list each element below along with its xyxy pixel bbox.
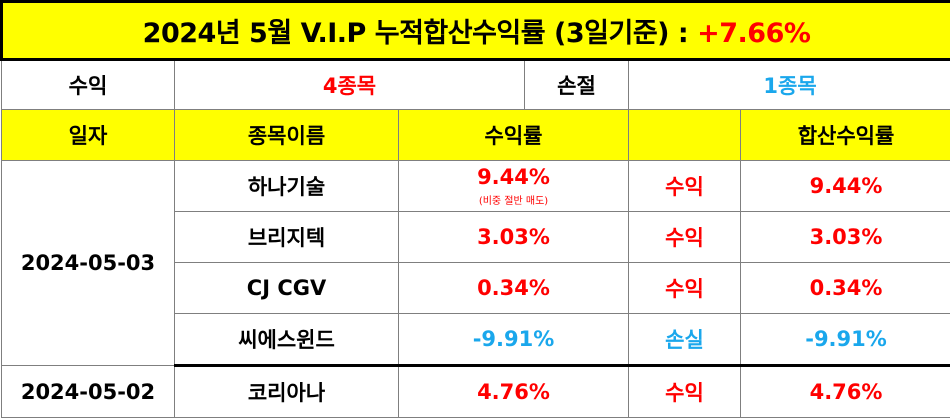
row-return: 3.03%	[399, 212, 629, 263]
row-stock-name: 하나기술	[175, 161, 399, 212]
title-colon: :	[669, 18, 697, 49]
row-return: 0.34%	[399, 263, 629, 314]
summary-loss-count: 1종목	[629, 60, 950, 110]
header-total-return: 합산수익률	[741, 110, 950, 161]
row-status: 수익	[629, 263, 741, 314]
row-return: -9.91%	[399, 314, 629, 366]
row-stock-name: 씨에스윈드	[175, 314, 399, 366]
row-total-return: -9.91%	[741, 314, 950, 366]
row-total-return: 9.44%	[741, 161, 950, 212]
row-total-return: 3.03%	[741, 212, 950, 263]
header-stock-name: 종목이름	[175, 110, 399, 161]
summary-profit-count: 4종목	[175, 60, 525, 110]
header-return: 수익률	[399, 110, 629, 161]
summary-loss-label: 손절	[525, 60, 629, 110]
table-title: 2024년 5월 V.I.P 누적합산수익률 (3일기준) : +7.66%	[2, 2, 950, 60]
row-return: 9.44% (비중 절반 매도)	[399, 161, 629, 212]
row-stock-name: 브리지텍	[175, 212, 399, 263]
row-status: 수익	[629, 161, 741, 212]
title-text: 2024년 5월 V.I.P 누적합산수익률 (3일기준)	[143, 18, 669, 49]
header-row: 일자 종목이름 수익률 합산수익률	[2, 110, 950, 161]
summary-row: 수익 4종목 손절 1종목	[2, 60, 950, 110]
row-return-value: 9.44%	[477, 165, 550, 189]
title-row: 2024년 5월 V.I.P 누적합산수익률 (3일기준) : +7.66%	[2, 2, 950, 60]
title-total-return: +7.66%	[697, 18, 810, 49]
row-date: 2024-05-03	[2, 161, 175, 366]
summary-profit-label: 수익	[2, 60, 175, 110]
row-status: 수익	[629, 212, 741, 263]
row-total-return: 0.34%	[741, 263, 950, 314]
row-return-note: (비중 절반 매도)	[399, 192, 628, 207]
row-status: 손실	[629, 314, 741, 366]
header-date: 일자	[2, 110, 175, 161]
table-row: 2024-05-03 하나기술 9.44% (비중 절반 매도) 수익 9.44…	[2, 161, 950, 212]
header-status	[629, 110, 741, 161]
row-stock-name: CJ CGV	[175, 263, 399, 314]
